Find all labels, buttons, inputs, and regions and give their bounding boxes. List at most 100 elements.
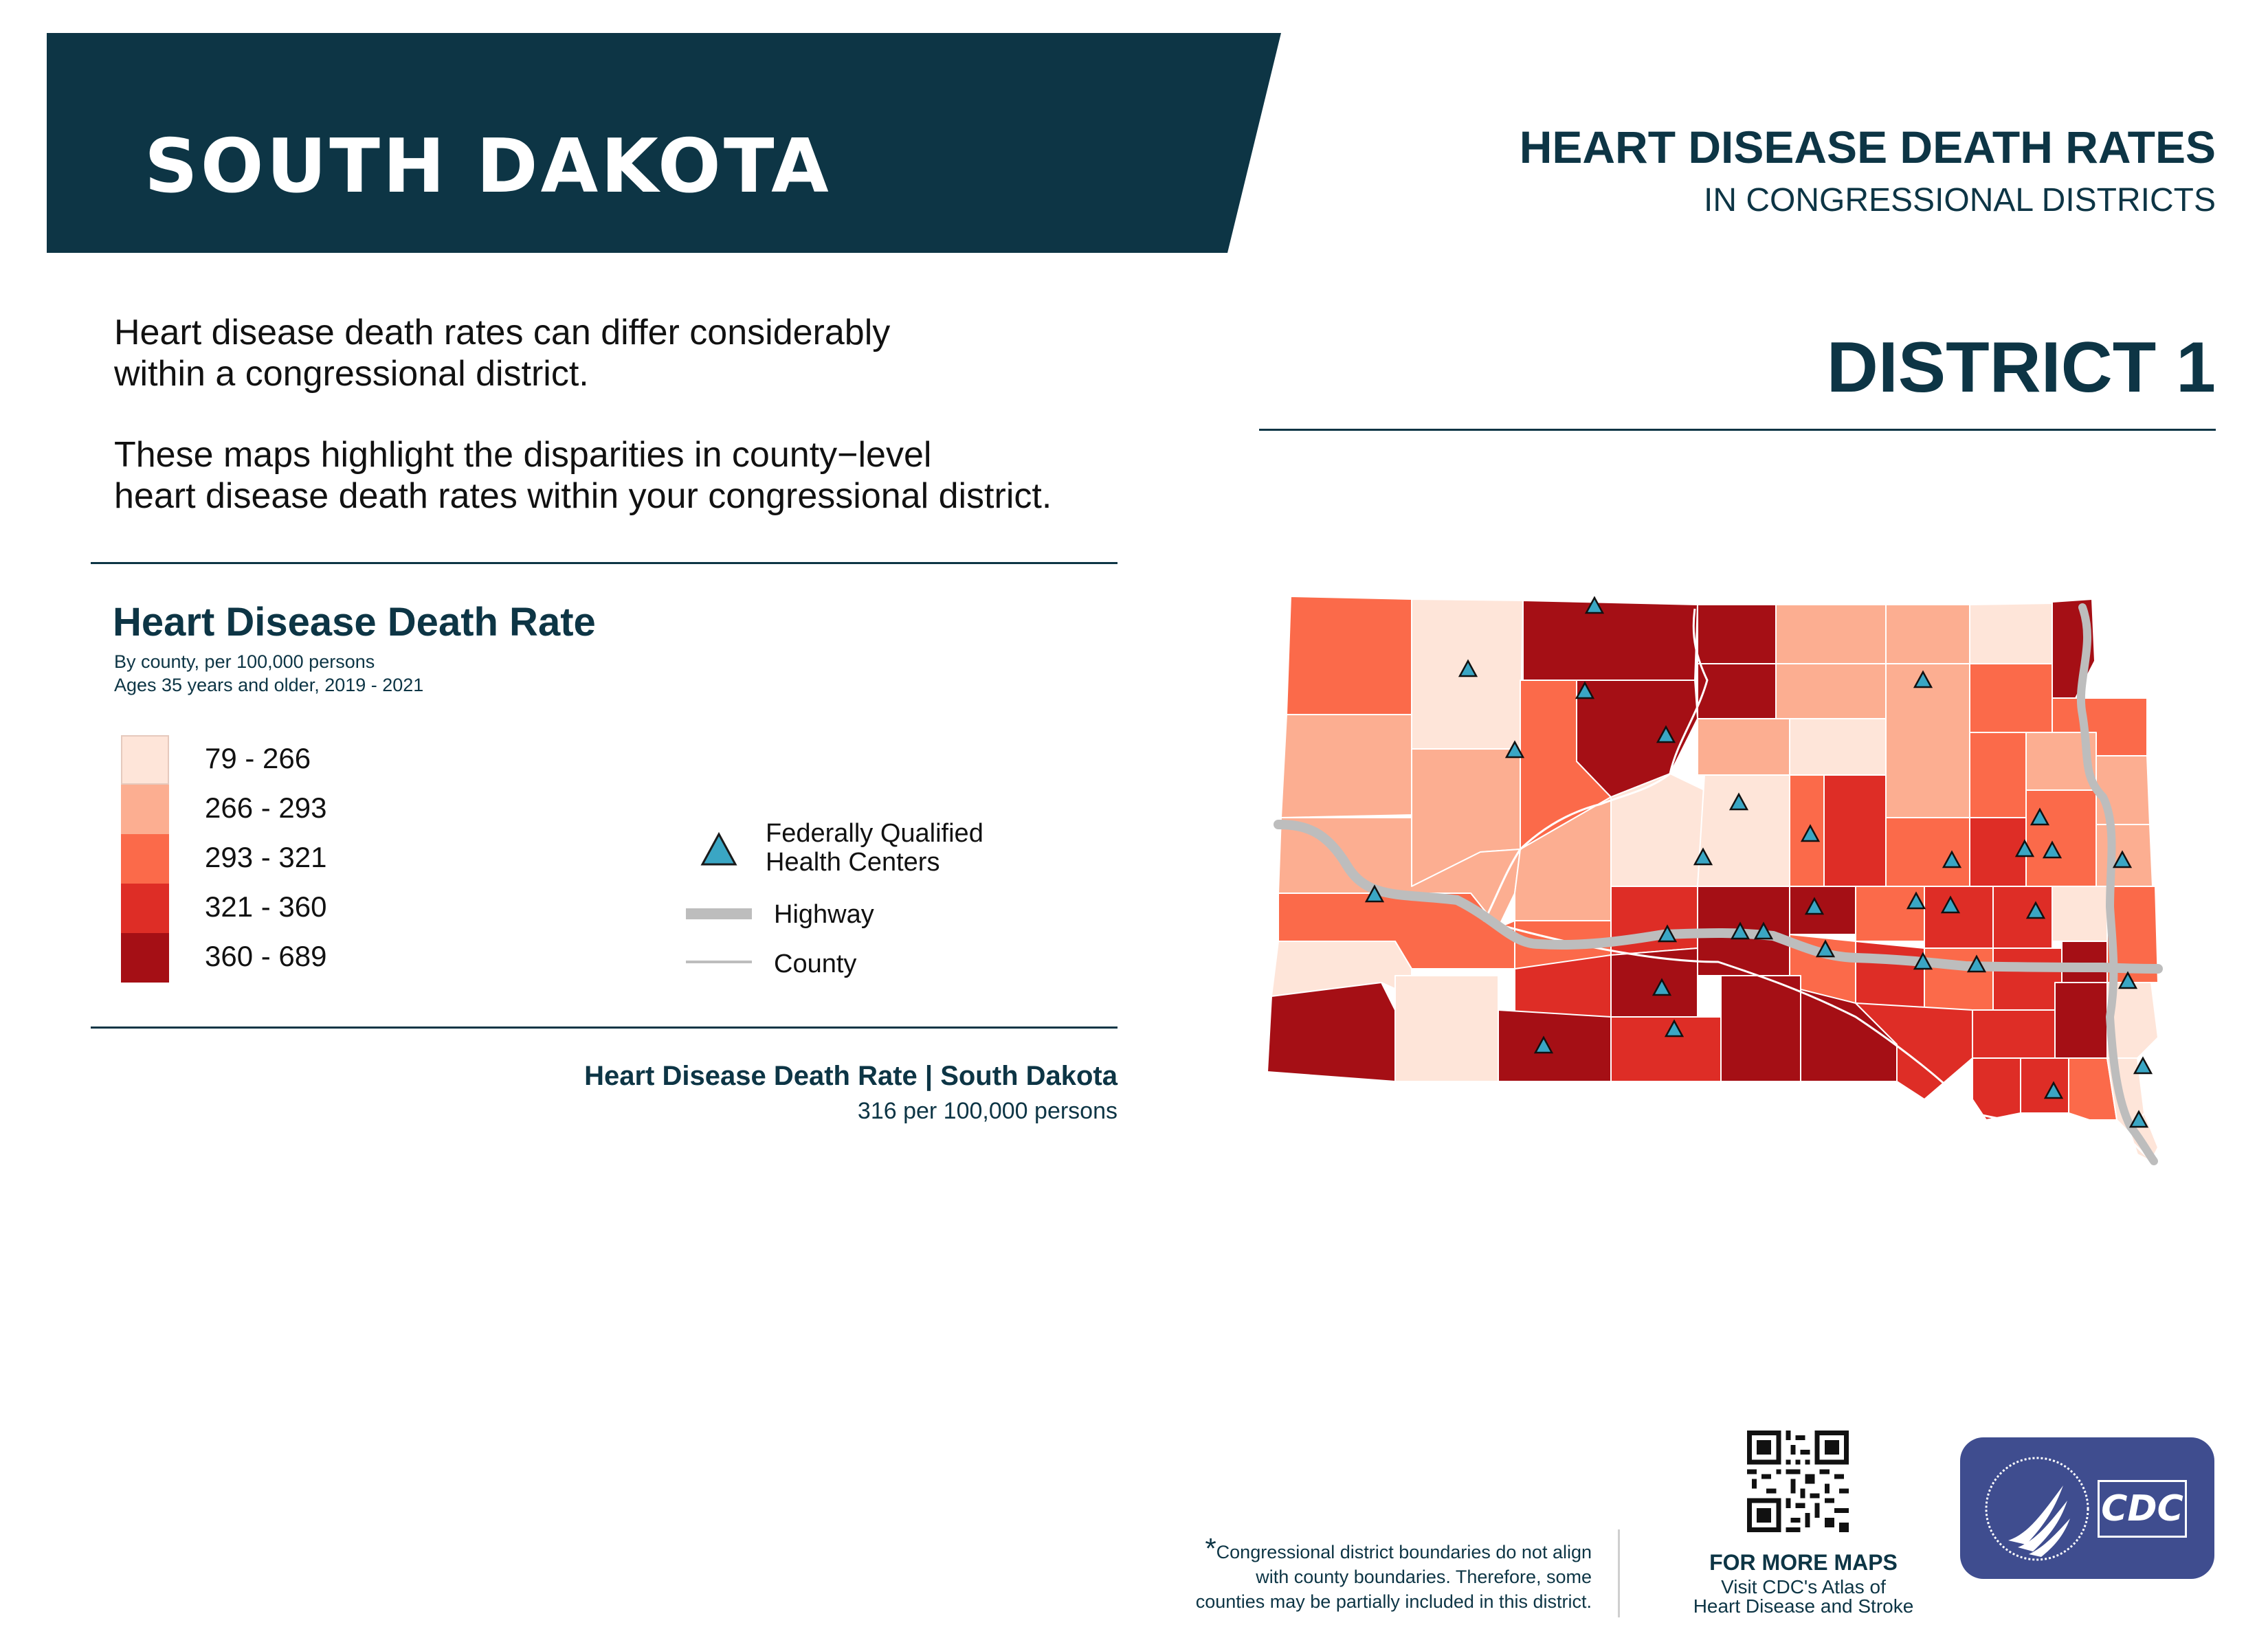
county — [1924, 886, 1994, 949]
legend-swatch-5 — [121, 933, 169, 983]
intro-line: within a congressional district. — [114, 354, 589, 394]
fqhc-marker — [1656, 725, 1676, 743]
state-name: SOUTH DAKOTA — [144, 124, 832, 210]
fqhc-marker — [1940, 895, 1961, 914]
fqhc-marker — [2128, 1110, 2149, 1128]
fqhc-marker — [1804, 897, 1825, 915]
legend-class-label: 293 - 321 — [205, 841, 327, 873]
legend-class-label: 321 - 360 — [205, 890, 327, 923]
county — [1267, 982, 1396, 1082]
state-summary-value: 316 per 100,000 persons — [857, 1098, 1118, 1124]
county — [1522, 600, 1698, 681]
district-label: DISTRICT 1 — [1826, 328, 2216, 407]
county-legend-label: County — [774, 950, 857, 978]
disclaimer-line: with county boundaries. Therefore, some — [1256, 1567, 1592, 1587]
highway-legend-label: Highway — [774, 900, 874, 929]
county — [1697, 663, 1777, 719]
fqhc-marker — [1584, 596, 1605, 614]
fqhc-marker — [1575, 681, 1595, 699]
intro-paragraph-1: Heart disease death rates can differ con… — [114, 312, 890, 394]
disclaimer-asterisk: * — [1205, 1532, 1216, 1564]
fqhc-marker — [2112, 850, 2133, 868]
fqhc-marker — [1906, 891, 1926, 910]
county — [1498, 1009, 1612, 1082]
qr-code[interactable] — [1747, 1431, 1849, 1532]
county — [2068, 1057, 2117, 1121]
fqhc-marker — [1657, 924, 1678, 943]
more-maps-title: FOR MORE MAPS — [1709, 1550, 1898, 1575]
county — [2106, 982, 2159, 1059]
county — [1697, 604, 1777, 664]
fqhc-marker — [1913, 952, 1933, 970]
fqhc-marker — [1913, 670, 1933, 688]
fqhc-marker — [2030, 807, 2050, 826]
county-legend-icon — [686, 961, 752, 963]
legend-subtitle: By county, per 100,000 persons — [114, 651, 375, 672]
fqhc-marker — [2117, 971, 2138, 989]
county — [1720, 975, 1801, 1082]
fqhc-marker — [2042, 840, 2063, 859]
highways — [1274, 603, 2163, 1165]
county — [1823, 774, 1887, 887]
more-maps-link[interactable]: Heart Disease and Stroke — [1693, 1595, 1914, 1617]
header-banner — [47, 33, 1281, 253]
fqhc-marker — [1652, 978, 1672, 996]
county — [1969, 663, 2053, 733]
county — [1855, 886, 1925, 942]
legend-divider-bottom — [91, 1027, 1118, 1029]
highway-legend-icon — [686, 908, 752, 919]
fqhc-marker — [2014, 839, 2035, 857]
fqhc-marker — [1728, 792, 1749, 811]
legend-swatch-1 — [121, 735, 169, 785]
fqhc-marker — [1458, 659, 1478, 677]
legend-class-label: 79 - 266 — [205, 742, 311, 774]
fqhc-marker — [2025, 901, 2046, 919]
disclaimer-line: *Congressional district boundaries do no… — [1196, 1534, 1592, 1564]
county — [1789, 886, 1856, 935]
hhs-seal-icon — [1985, 1457, 2089, 1561]
legend-divider-top — [91, 562, 1118, 564]
intro-line: These maps highlight the disparities in … — [114, 435, 932, 475]
county — [1969, 732, 2027, 818]
county — [1789, 718, 1887, 776]
cdc-logo-box — [2098, 1480, 2187, 1538]
county-map — [1267, 596, 2163, 1165]
fqhc-marker — [1533, 1035, 1554, 1054]
county — [1992, 947, 2063, 1018]
county — [2025, 789, 2097, 887]
report-title: HEART DISEASE DEATH RATES — [1519, 122, 2216, 172]
legend-swatch-3 — [121, 834, 169, 884]
county — [1280, 714, 1412, 818]
county — [1610, 1016, 1722, 1082]
more-maps-link[interactable]: Visit CDC's Atlas of — [1721, 1576, 1886, 1597]
interstate-29 — [2076, 603, 2158, 1165]
county — [1885, 817, 1970, 887]
county — [1969, 817, 2027, 887]
legend-subtitle: Ages 35 years and older, 2019 - 2021 — [114, 675, 424, 695]
county — [1610, 947, 1698, 1018]
legend-swatch-2 — [121, 785, 169, 834]
legend-title: Heart Disease Death Rate — [113, 600, 596, 644]
fqhc-marker — [1815, 939, 1836, 958]
fqhc-marker — [2133, 1056, 2153, 1075]
fqhc-legend-label: Health Centers — [766, 848, 940, 877]
fqhc-marker — [1364, 884, 1385, 903]
county — [1775, 663, 1887, 719]
county — [1775, 604, 1887, 664]
disclaimer-text: Congressional district boundaries do not… — [1216, 1542, 1592, 1562]
fqhc-legend-icon — [700, 831, 737, 866]
fqhc-marker — [1753, 921, 1774, 940]
county — [1972, 1009, 2056, 1059]
county — [1972, 1057, 2021, 1121]
county — [2061, 941, 2108, 983]
fqhc-marker — [1966, 954, 1987, 973]
disclaimer: *Congressional district boundaries do no… — [1195, 1534, 1592, 1614]
intro-line: heart disease death rates within your co… — [114, 476, 1052, 516]
header-banner-shape — [47, 33, 1281, 253]
report-subtitle: IN CONGRESSIONAL DISTRICTS — [1704, 182, 2216, 218]
disclaimer-line: counties may be partially included in th… — [1195, 1591, 1592, 1612]
legend-class-label: 266 - 293 — [205, 792, 327, 824]
fqhc-marker — [1942, 850, 1962, 868]
county — [2052, 886, 2108, 942]
fqhc-marker — [1730, 921, 1750, 940]
